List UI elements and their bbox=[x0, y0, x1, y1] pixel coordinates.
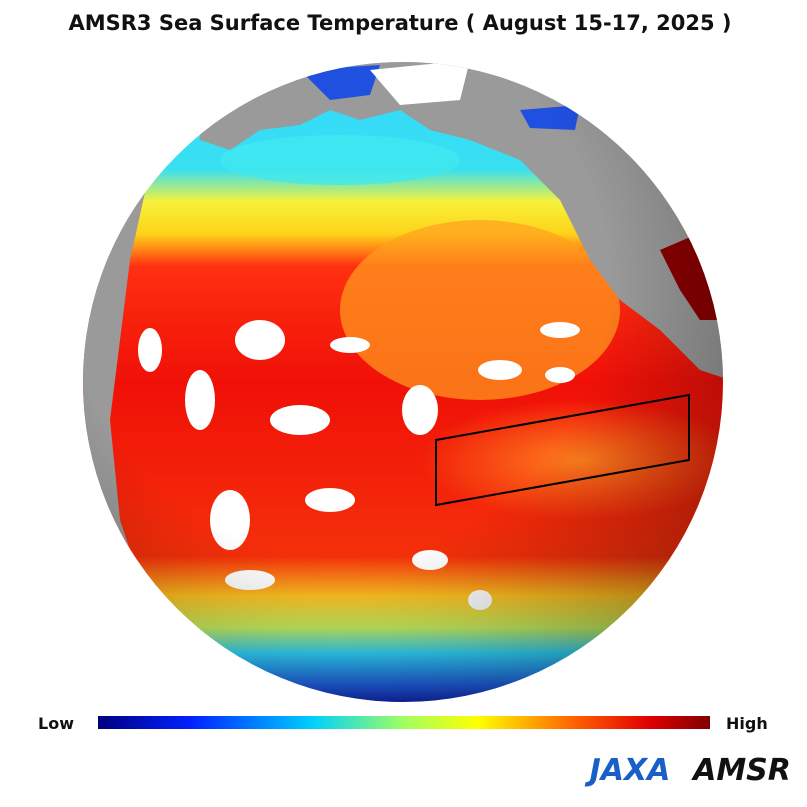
colorbar-low-label: Low bbox=[38, 714, 74, 733]
title: AMSR3 Sea Surface Temperature ( August 1… bbox=[68, 11, 731, 35]
amsr-logo: AMSR bbox=[691, 753, 791, 788]
colorbar bbox=[98, 716, 710, 729]
jaxa-logo: JAXA bbox=[585, 753, 671, 788]
globe bbox=[83, 62, 723, 702]
nino-region-box bbox=[435, 393, 690, 507]
colorbar-high-label: High bbox=[726, 714, 768, 733]
